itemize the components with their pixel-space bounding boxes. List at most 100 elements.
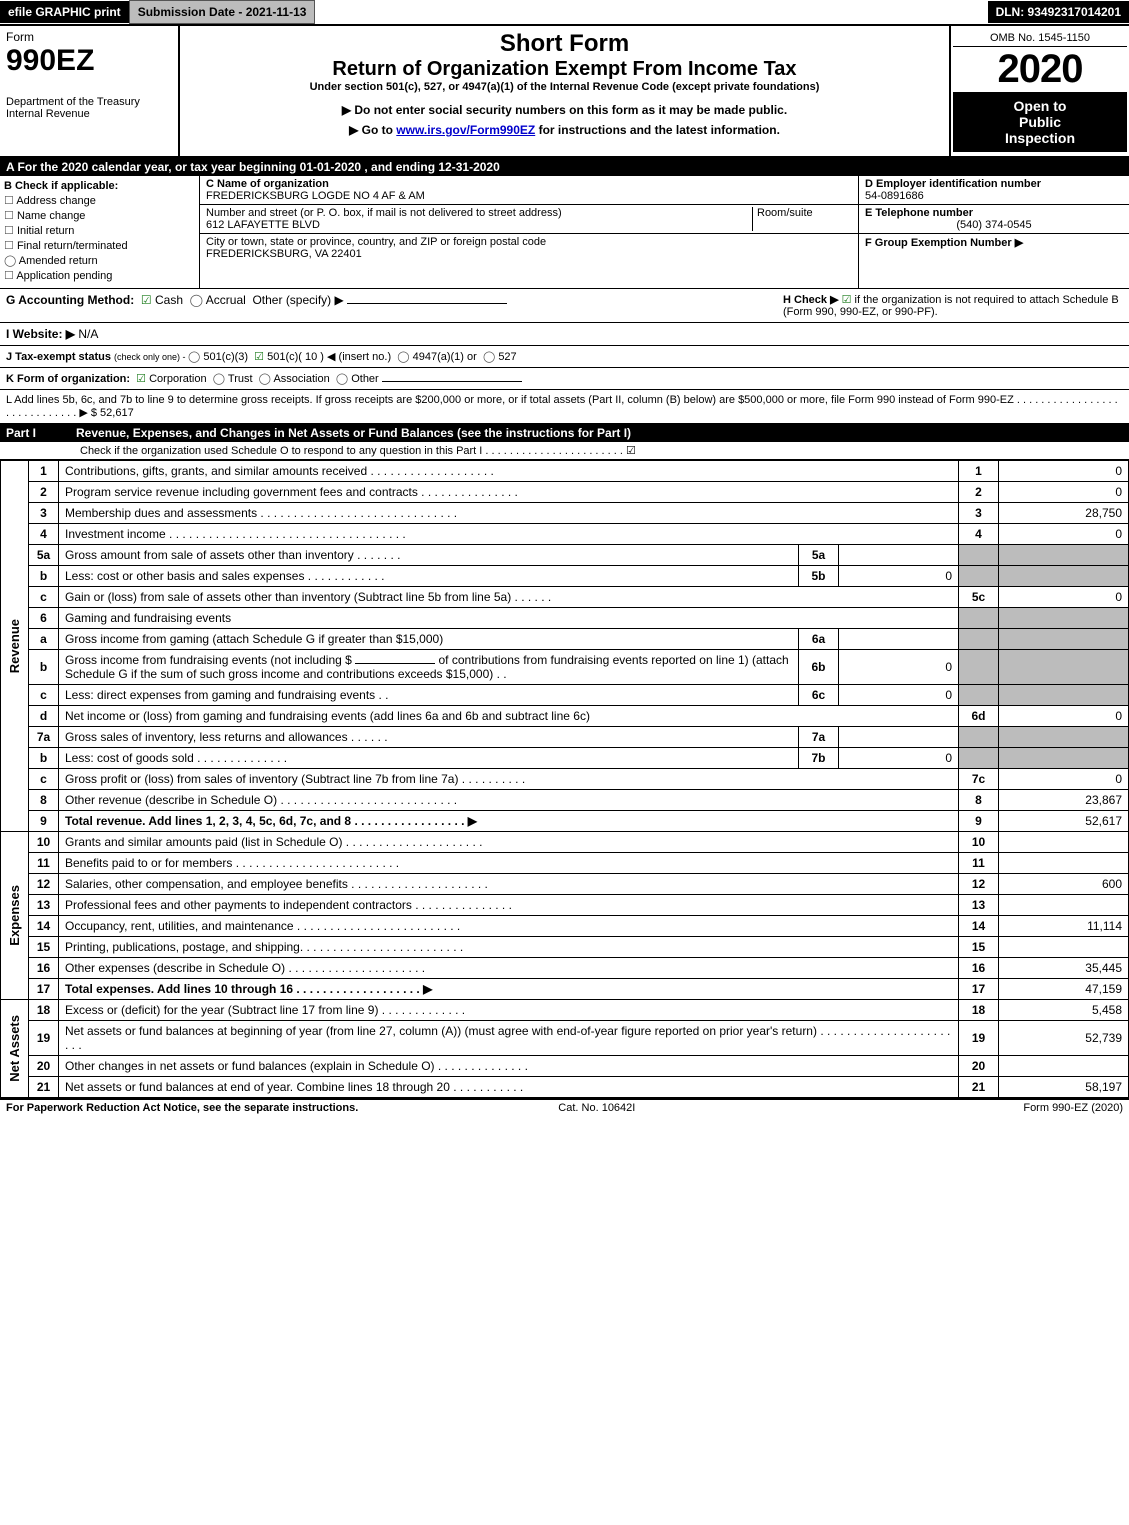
other-specify-blank[interactable] xyxy=(347,303,507,304)
dept-treasury: Department of the Treasury xyxy=(6,96,172,108)
sh6c xyxy=(959,685,999,706)
org-name: FREDERICKSBURG LOGDE NO 4 AF & AM xyxy=(206,190,852,202)
col-d: D Employer identification number 54-0891… xyxy=(859,176,1129,288)
ln10: 10 xyxy=(959,832,999,853)
irs-label: Internal Revenue xyxy=(6,108,172,120)
sa5b: 0 xyxy=(839,566,959,587)
ln11: 11 xyxy=(959,853,999,874)
b-label: B Check if applicable: xyxy=(4,180,195,192)
section-a-bar: A For the 2020 calendar year, or tax yea… xyxy=(0,158,1129,176)
row-i: I Website: ▶ N/A xyxy=(0,323,1129,346)
check-name-change[interactable]: Name change xyxy=(4,209,195,222)
check-assoc[interactable] xyxy=(259,373,271,385)
city-row: City or town, state or province, country… xyxy=(200,234,858,262)
expenses-sidebar: Expenses xyxy=(1,832,29,1000)
form-header: Form 990EZ Department of the Treasury In… xyxy=(0,26,1129,158)
header-center: Short Form Return of Organization Exempt… xyxy=(180,26,949,156)
row-gh: G Accounting Method: Cash Accrual Other … xyxy=(0,289,1129,323)
check-501c[interactable] xyxy=(254,351,264,363)
a15 xyxy=(999,937,1129,958)
row-2: 2Program service revenue including gover… xyxy=(1,482,1129,503)
sh6 xyxy=(959,608,999,629)
ein-row: D Employer identification number 54-0891… xyxy=(859,176,1129,205)
d17: Total expenses. Add lines 10 through 16 … xyxy=(59,979,959,1000)
row-4: 4Investment income . . . . . . . . . . .… xyxy=(1,524,1129,545)
row-7b: bLess: cost of goods sold . . . . . . . … xyxy=(1,748,1129,769)
n1: 1 xyxy=(29,461,59,482)
a19: 52,739 xyxy=(999,1021,1129,1056)
row-5c: cGain or (loss) from sale of assets othe… xyxy=(1,587,1129,608)
s6c: 6c xyxy=(799,685,839,706)
check-trust[interactable] xyxy=(213,373,225,385)
row-18: Net Assets 18Excess or (deficit) for the… xyxy=(1,1000,1129,1021)
check-final-return[interactable]: Final return/terminated xyxy=(4,239,195,252)
col-c: C Name of organization FREDERICKSBURG LO… xyxy=(200,176,859,288)
ln13: 13 xyxy=(959,895,999,916)
other-org-blank[interactable] xyxy=(382,381,522,382)
a3: 28,750 xyxy=(999,503,1129,524)
check-address-change[interactable]: Address change xyxy=(4,194,195,207)
d18: Excess or (deficit) for the year (Subtra… xyxy=(59,1000,959,1021)
check-initial-return[interactable]: Initial return xyxy=(4,224,195,237)
open-line3: Inspection xyxy=(953,130,1127,146)
row-8: 8Other revenue (describe in Schedule O) … xyxy=(1,790,1129,811)
d7b: Less: cost of goods sold . . . . . . . .… xyxy=(59,748,799,769)
check-501c3[interactable] xyxy=(188,351,200,363)
netassets-sidebar: Net Assets xyxy=(1,1000,29,1098)
check-cash[interactable] xyxy=(141,293,152,307)
s5b: 5b xyxy=(799,566,839,587)
d6b: Gross income from fundraising events (no… xyxy=(59,650,799,685)
short-form-title: Short Form xyxy=(186,30,943,58)
d16: Other expenses (describe in Schedule O) … xyxy=(59,958,959,979)
part1-sub: Check if the organization used Schedule … xyxy=(0,442,1129,460)
row-5b: bLess: cost or other basis and sales exp… xyxy=(1,566,1129,587)
sa6a xyxy=(839,629,959,650)
a20 xyxy=(999,1056,1129,1077)
row-20: 20Other changes in net assets or fund ba… xyxy=(1,1056,1129,1077)
check-accrual[interactable] xyxy=(190,293,203,307)
d6a: Gross income from gaming (attach Schedul… xyxy=(59,629,799,650)
check-527[interactable] xyxy=(483,351,495,363)
a1: 0 xyxy=(999,461,1129,482)
form-number: 990EZ xyxy=(6,44,172,78)
sha7a xyxy=(999,727,1129,748)
check-other-org[interactable] xyxy=(336,373,348,385)
a6d: 0 xyxy=(999,706,1129,727)
efile-print-button[interactable]: efile GRAPHIC print xyxy=(0,1,129,23)
d13: Professional fees and other payments to … xyxy=(59,895,959,916)
check-4947[interactable] xyxy=(397,351,409,363)
check-app-pending[interactable]: Application pending xyxy=(4,269,195,282)
open-line1: Open to xyxy=(953,98,1127,114)
a9: 52,617 xyxy=(999,811,1129,832)
ln9: 9 xyxy=(959,811,999,832)
under-section: Under section 501(c), 527, or 4947(a)(1)… xyxy=(186,81,943,93)
check-h[interactable] xyxy=(842,294,852,306)
s6a: 6a xyxy=(799,629,839,650)
row-17: 17Total expenses. Add lines 10 through 1… xyxy=(1,979,1129,1000)
row-6d: dNet income or (loss) from gaming and fu… xyxy=(1,706,1129,727)
s7b: 7b xyxy=(799,748,839,769)
org-name-row: C Name of organization FREDERICKSBURG LO… xyxy=(200,176,858,205)
row-9: 9Total revenue. Add lines 1, 2, 3, 4, 5c… xyxy=(1,811,1129,832)
s7a: 7a xyxy=(799,727,839,748)
ein-value: 54-0891686 xyxy=(865,190,1123,202)
d2: Program service revenue including govern… xyxy=(59,482,959,503)
ln12: 12 xyxy=(959,874,999,895)
tel-row: E Telephone number (540) 374-0545 xyxy=(859,205,1129,234)
g-label: G Accounting Method: xyxy=(6,293,134,307)
d3: Membership dues and assessments . . . . … xyxy=(59,503,959,524)
d8: Other revenue (describe in Schedule O) .… xyxy=(59,790,959,811)
d9: Total revenue. Add lines 1, 2, 3, 4, 5c,… xyxy=(59,811,959,832)
header-left: Form 990EZ Department of the Treasury In… xyxy=(0,26,180,156)
irs-link[interactable]: www.irs.gov/Form990EZ xyxy=(396,123,535,137)
sha6a xyxy=(999,629,1129,650)
check-corp[interactable] xyxy=(136,373,146,385)
ln15: 15 xyxy=(959,937,999,958)
check-amended[interactable]: Amended return xyxy=(4,254,195,267)
sha6 xyxy=(999,608,1129,629)
d11: Benefits paid to or for members . . . . … xyxy=(59,853,959,874)
sha7b xyxy=(999,748,1129,769)
sh7a xyxy=(959,727,999,748)
a21: 58,197 xyxy=(999,1077,1129,1098)
ssn-warning: ▶ Do not enter social security numbers o… xyxy=(186,103,943,117)
